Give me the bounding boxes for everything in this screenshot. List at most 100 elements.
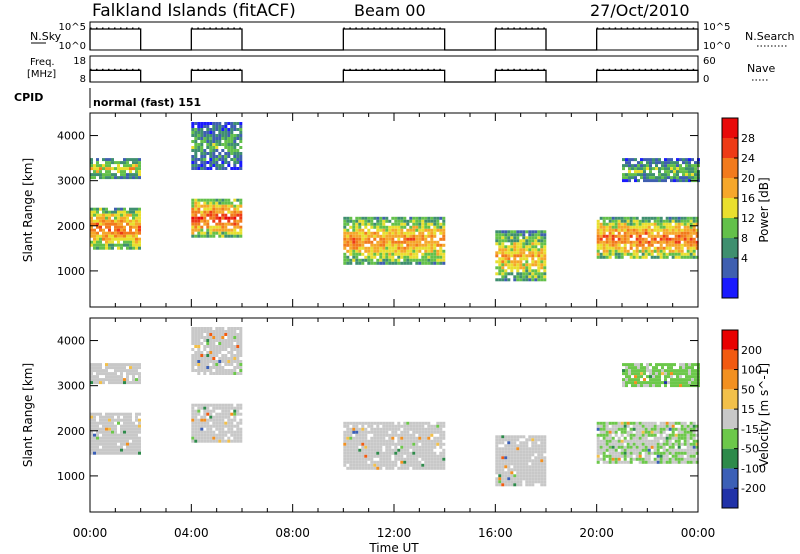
echo-cell <box>632 225 636 229</box>
echo-cell <box>513 245 517 249</box>
echo-cell <box>528 242 532 246</box>
echo-cell <box>239 333 243 336</box>
echo-cell <box>385 246 389 250</box>
echo-cell <box>135 210 138 214</box>
echo-cell <box>123 228 126 232</box>
echo-cell <box>132 430 135 434</box>
echo-cell <box>224 421 228 425</box>
echo-cell <box>218 158 222 161</box>
echo-cell <box>623 246 627 250</box>
echo-cell <box>120 161 123 165</box>
echo-cell <box>400 261 404 265</box>
echo-cell <box>206 204 210 208</box>
echo-cell <box>680 454 684 458</box>
echo-cell <box>626 237 630 241</box>
echo-cell <box>522 233 526 237</box>
echo-cell <box>215 372 219 375</box>
echo-cell <box>99 448 102 452</box>
trace-dot <box>108 27 110 29</box>
echo-cell <box>114 243 117 247</box>
echo-cell <box>442 433 446 437</box>
echo-cell <box>611 216 615 220</box>
echo-cell <box>513 263 517 267</box>
echo-cell <box>671 243 675 247</box>
echo-cell <box>436 436 440 440</box>
echo-cell <box>352 421 356 425</box>
echo-cell <box>215 140 219 143</box>
echo-cell <box>677 231 681 235</box>
echo-cell <box>239 421 243 425</box>
echo-cell <box>614 442 618 446</box>
echo-cell <box>200 366 204 369</box>
echo-cell <box>382 430 386 434</box>
echo-cell <box>647 228 651 232</box>
trace-dot <box>608 68 611 71</box>
echo-cell <box>686 240 690 244</box>
echo-cell <box>427 246 431 250</box>
echo-cell <box>537 456 541 460</box>
echo-cell <box>209 225 213 229</box>
echo-cell <box>646 158 649 162</box>
echo-cell <box>138 228 141 232</box>
echo-cell <box>209 345 213 348</box>
echo-cell <box>632 433 636 437</box>
echo-cell <box>215 348 219 351</box>
echo-cell <box>406 424 410 428</box>
echo-cell <box>430 240 434 244</box>
echo-cell <box>132 369 135 373</box>
echo-cell <box>361 424 365 428</box>
echo-cell <box>507 260 511 264</box>
echo-cell <box>637 173 640 177</box>
echo-cell <box>126 427 129 431</box>
echo-cell <box>668 222 672 226</box>
echo-cell <box>662 252 666 256</box>
echo-cell <box>659 234 663 238</box>
echo-cell <box>674 222 678 226</box>
echo-cell <box>513 435 517 439</box>
echo-cell <box>674 451 678 455</box>
echo-cell <box>403 219 407 223</box>
echo-cell <box>218 348 222 351</box>
echo-cell <box>501 272 505 276</box>
echo-cell <box>397 466 401 470</box>
echo-cell <box>602 427 606 431</box>
echo-cell <box>522 477 526 481</box>
echo-cell <box>209 360 213 363</box>
echo-cell <box>689 457 693 461</box>
echo-cell <box>421 433 425 437</box>
echo-cell <box>418 234 422 238</box>
echo-cell <box>108 246 111 250</box>
echo-cell <box>197 207 201 211</box>
echo-cell <box>221 418 225 422</box>
echo-cell <box>620 255 624 259</box>
echo-cell <box>358 216 362 220</box>
echo-cell <box>632 222 636 226</box>
echo-cell <box>99 207 102 211</box>
echo-cell <box>519 242 523 246</box>
echo-cell <box>397 436 401 440</box>
echo-cell <box>197 228 201 232</box>
echo-cell <box>495 251 499 255</box>
trace-dot <box>343 27 345 29</box>
echo-cell <box>132 213 135 217</box>
echo-cell <box>436 249 440 253</box>
echo-cell <box>209 149 213 152</box>
echo-cell <box>501 254 505 258</box>
echo-cell <box>364 249 368 253</box>
echo-cell <box>659 433 663 437</box>
echo-cell <box>644 433 648 437</box>
echo-cell <box>212 134 216 137</box>
echo-cell <box>200 134 204 137</box>
echo-cell <box>105 173 108 177</box>
echo-cell <box>510 480 514 484</box>
echo-cell <box>656 252 660 256</box>
echo-cell <box>665 460 669 464</box>
echo-cell <box>209 412 213 416</box>
echo-cell <box>236 158 240 161</box>
echo-cell <box>694 161 697 165</box>
velocity-colorbar-label: Velocity [m s^-1] <box>757 363 771 467</box>
echo-cell <box>614 225 618 229</box>
echo-cell <box>221 424 225 428</box>
echo-cell <box>129 213 132 217</box>
echo-cell <box>498 435 502 439</box>
